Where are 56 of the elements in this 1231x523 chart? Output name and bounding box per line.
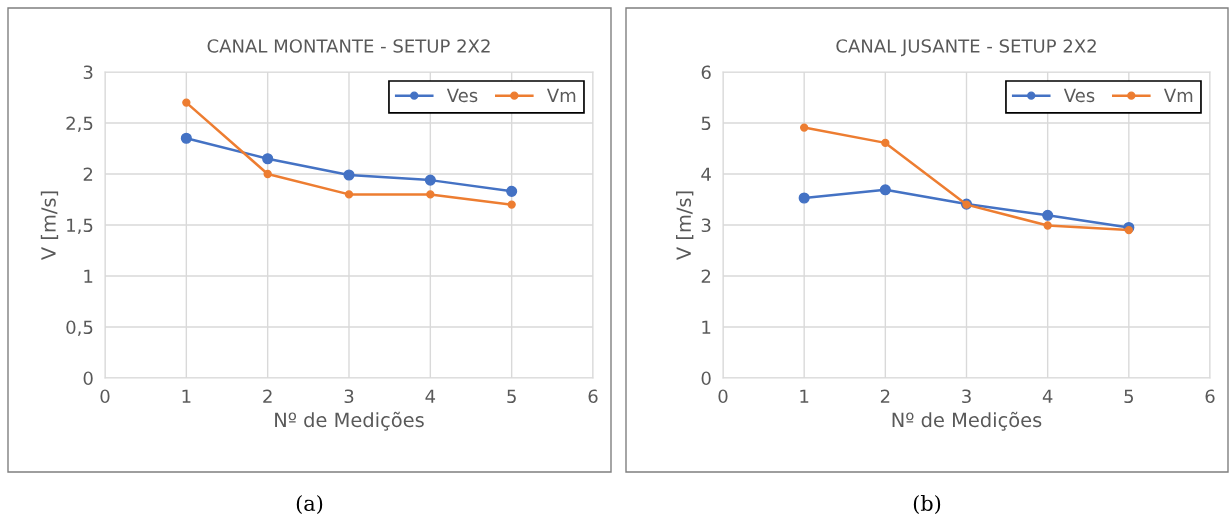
y-tick-label: 2 [83, 167, 93, 181]
text: (a) [296, 494, 323, 514]
legend-label: Vm [546, 88, 576, 102]
y-tick-label: 0 [83, 371, 93, 386]
y-tick-label: 5 [701, 116, 711, 131]
x-axis-title: Nº de Medições [892, 411, 1042, 431]
point [798, 192, 810, 204]
point [180, 132, 192, 144]
x-axis-title: Nº de Medições [275, 411, 424, 431]
y-axis-title: V [m/s] [676, 191, 694, 260]
point [506, 185, 518, 197]
y-tick-label: 2 [701, 269, 711, 283]
x-tick-label: 2 [263, 389, 272, 403]
x-tick-label: 4 [425, 389, 436, 403]
x-tick-label: 6 [1205, 389, 1215, 404]
y-tick-label: 1 [702, 320, 711, 334]
x-tick-label: 1 [182, 389, 191, 403]
point [424, 174, 436, 186]
point [799, 123, 809, 132]
y-tick-label: 2,5 [66, 116, 93, 132]
y-tick-label: 3 [701, 218, 711, 233]
legend-label: Ves [446, 88, 478, 103]
chart-title: CANAL MONTANTE - SETUP 2X2 [207, 39, 490, 53]
x-tick-label: 4 [1042, 389, 1053, 403]
legend-label: Vm [1163, 88, 1193, 102]
y-tick-label: 1,5 [67, 218, 93, 234]
x-tick-label: 0 [718, 389, 728, 404]
point [879, 184, 891, 196]
x-tick-label: 5 [507, 389, 516, 404]
y-tick-label: 6 [701, 65, 711, 80]
legend-label: Ves [1063, 88, 1095, 103]
point [1042, 209, 1054, 221]
point [1043, 221, 1052, 230]
x-tick-label: 1 [800, 389, 809, 403]
point [507, 200, 516, 209]
x-tick-label: 0 [100, 389, 110, 404]
x-tick-label: 2 [880, 389, 890, 403]
y-tick-label: 3 [83, 65, 93, 80]
x-tick-label: 6 [588, 389, 598, 404]
y-tick-label: 4 [701, 167, 711, 181]
y-tick-label: 0,5 [66, 320, 93, 336]
y-tick-label: 0 [701, 371, 711, 386]
point [262, 153, 274, 165]
y-tick-label: 1 [84, 269, 93, 283]
point [881, 138, 890, 148]
point [182, 98, 191, 107]
point [426, 190, 435, 199]
x-tick-label: 5 [1124, 389, 1133, 404]
chart-title: CANAL JUSANTE - SETUP 2X2 [836, 39, 1096, 57]
point [344, 190, 354, 199]
point [343, 169, 355, 181]
point [263, 169, 272, 179]
x-tick-label: 3 [344, 389, 354, 404]
x-tick-label: 3 [962, 389, 971, 404]
y-axis-title: V [m/s] [40, 191, 59, 260]
text: (b) [913, 494, 941, 514]
